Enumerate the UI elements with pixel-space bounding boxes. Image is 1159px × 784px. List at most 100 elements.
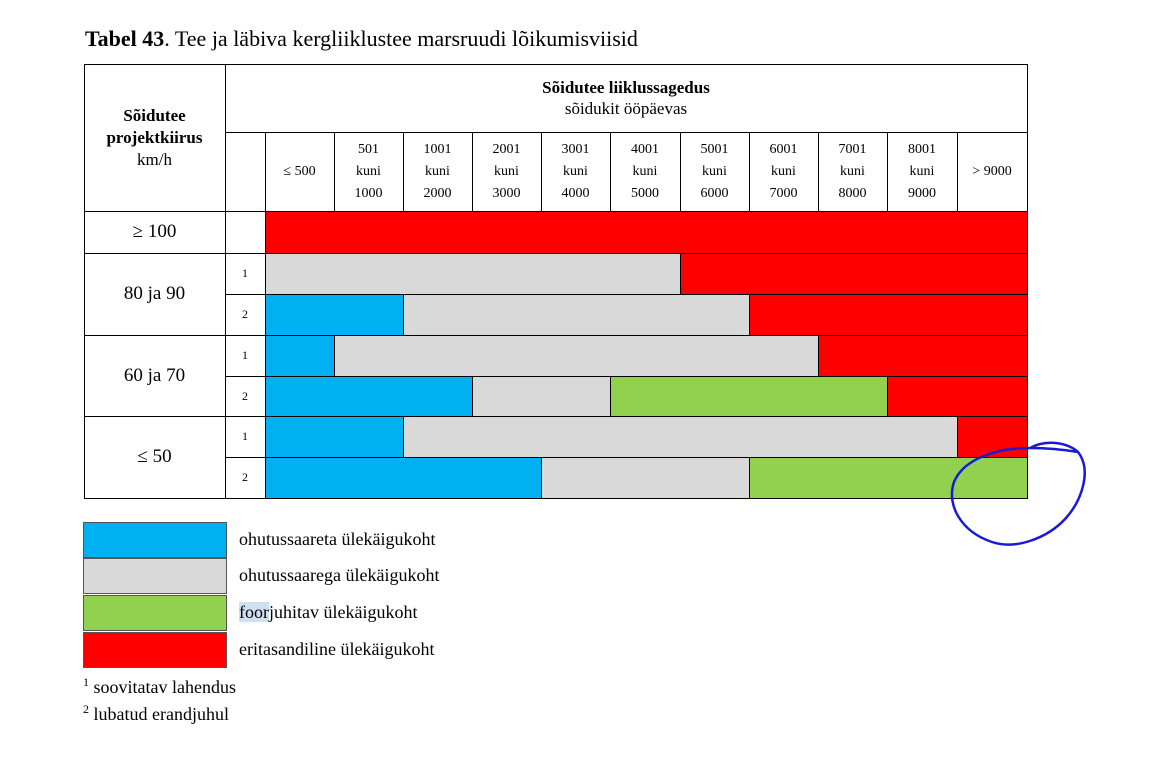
speed-header-unit: km/h xyxy=(137,149,172,169)
grid-line xyxy=(84,64,85,499)
bar-segment-blue xyxy=(265,294,403,335)
grid-line xyxy=(749,132,750,212)
row-number: 2 xyxy=(242,307,248,321)
speed-header-line1: Sõidutee xyxy=(123,105,186,125)
range-header-10: 8001 kuni 9000 xyxy=(887,132,957,211)
legend-swatch-red xyxy=(83,632,227,668)
grid-line xyxy=(225,64,226,499)
speed-label-2: 80 ja 90 xyxy=(123,283,186,304)
bar-segment-blue xyxy=(265,416,403,457)
footnote-2: 2 lubatud erandjuhul xyxy=(83,702,229,725)
bar-segment-red xyxy=(957,416,1027,457)
range-label: kuni xyxy=(425,163,450,179)
range-header-7: 5001 kuni 6000 xyxy=(680,132,749,211)
bar-segment-blue xyxy=(265,376,472,416)
row-number: 1 xyxy=(242,429,248,443)
range-label: 2001 xyxy=(492,141,521,157)
grid-line xyxy=(749,294,750,336)
grid-line xyxy=(334,132,335,212)
range-label: ≤ 500 xyxy=(283,163,316,179)
footnote-text: soovitatav lahendus xyxy=(89,677,236,697)
grid-line xyxy=(887,132,888,212)
range-label: 5001 xyxy=(700,141,729,157)
grid-line xyxy=(472,132,473,212)
speed-label-3: 60 ja 70 xyxy=(123,364,186,386)
row-number: 1 xyxy=(242,266,248,280)
traffic-title: Sõidutee liiklussagedus xyxy=(542,78,710,97)
bar-segment-red xyxy=(818,335,1027,376)
legend-text: ohutussaarega ülekäigukoht xyxy=(239,565,440,585)
legend-text: ohutussaareta ülekäigukoht xyxy=(239,529,436,549)
table-title: . Tee ja läbiva kergliiklustee marsruudi… xyxy=(164,26,638,51)
speed-label-1: ≥ 100 xyxy=(132,221,177,242)
range-header-1: ≤ 500 xyxy=(265,132,334,211)
grid-line xyxy=(680,253,681,295)
grid-line xyxy=(610,376,611,417)
grid-line xyxy=(610,132,611,212)
range-label: 4001 xyxy=(631,141,659,157)
traffic-unit: sõidukit ööpäevas xyxy=(564,99,688,118)
grid-line xyxy=(84,211,1028,212)
range-label: 3001 xyxy=(561,141,590,157)
range-header-9: 7001 kuni 8000 xyxy=(818,132,887,211)
range-label: kuni xyxy=(563,163,588,179)
range-label: 5000 xyxy=(631,185,659,201)
range-header-2: 501 kuni 1000 xyxy=(334,132,403,211)
range-label: 7000 xyxy=(769,185,798,201)
bar-segment-grey xyxy=(334,335,818,376)
bar-segment-grey xyxy=(265,253,680,294)
range-label: 6001 xyxy=(769,141,798,157)
speed-header: Sõidutee projektkiirus km/h xyxy=(84,64,225,211)
row-number: 2 xyxy=(242,388,248,403)
bar-segment-green xyxy=(749,457,1027,498)
legend-label-blue: ohutussaareta ülekäigukoht xyxy=(239,529,435,550)
legend-label-grey: ohutussaarega ülekäigukoht xyxy=(239,565,439,586)
row-number: 2 xyxy=(242,470,248,484)
range-label: kuni xyxy=(771,163,796,179)
grid-line xyxy=(334,335,335,377)
range-label: 9000 xyxy=(908,185,936,201)
bar-segment-blue xyxy=(265,335,334,376)
bar-segment-red xyxy=(680,253,1027,294)
bar-segment-red xyxy=(887,376,1027,416)
range-header-8: 6001 kuni 7000 xyxy=(749,132,818,211)
legend-label-green: foorjuhitav ülekäigukoht xyxy=(239,602,417,623)
legend-text: eritasandiline ülekäigukoht xyxy=(239,639,435,659)
grid-line xyxy=(225,457,1028,458)
range-header-11: > 9000 xyxy=(957,132,1027,211)
grid-line xyxy=(1027,64,1028,499)
range-header-3: 1001 kuni 2000 xyxy=(403,132,472,211)
grid-line xyxy=(84,64,1028,65)
grid-line xyxy=(541,132,542,212)
grid-line xyxy=(957,132,958,212)
grid-line xyxy=(749,457,750,499)
legend-label-red: eritasandiline ülekäigukoht xyxy=(239,639,434,660)
bar-segment-red xyxy=(749,294,1027,335)
range-header-6: 4001 kuni 5000 xyxy=(610,132,680,211)
footnote-1: 1 soovitatav lahendus xyxy=(83,675,236,698)
footnote-mark: 1 xyxy=(83,675,89,689)
footnote-mark: 2 xyxy=(83,702,89,716)
bar-segment-grey xyxy=(541,457,749,498)
footnote-text: lubatud erandjuhul xyxy=(89,704,229,724)
range-label: 8000 xyxy=(838,185,867,201)
grid-line xyxy=(84,498,1028,499)
range-label: > 9000 xyxy=(972,163,1012,179)
grid-line xyxy=(225,132,1028,133)
speed-label-4: ≤ 50 xyxy=(137,446,172,467)
legend-swatch-blue xyxy=(83,522,227,558)
grid-line xyxy=(887,376,888,417)
range-label: kuni xyxy=(356,163,381,179)
range-header-4: 2001 kuni 3000 xyxy=(472,132,541,211)
grid-line xyxy=(818,132,819,212)
bar-segment-red xyxy=(265,211,1027,253)
table-number: Tabel 43 xyxy=(85,26,165,51)
range-header-5: 3001 kuni 4000 xyxy=(541,132,610,211)
range-label: 1000 xyxy=(354,185,383,201)
range-label: 7001 xyxy=(838,141,867,157)
range-label: 501 xyxy=(358,141,379,157)
annotation-stroke xyxy=(950,441,1086,546)
legend-text: juhitav ülekäigukoht xyxy=(269,602,418,622)
range-label: 6000 xyxy=(700,185,729,201)
